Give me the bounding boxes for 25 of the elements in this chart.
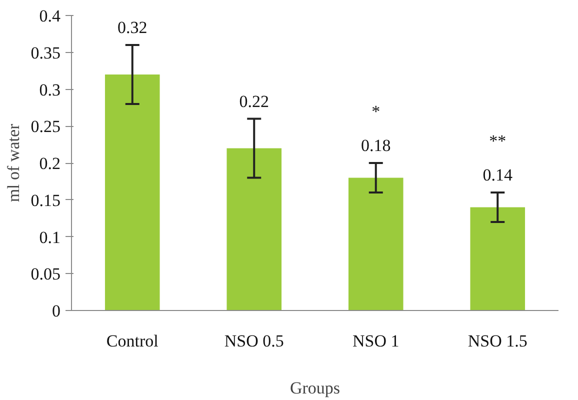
data-label: 0.18: [361, 136, 391, 155]
bar: [104, 74, 160, 310]
y-tick-label: 0: [52, 302, 60, 320]
y-tick-label: 0.3: [39, 80, 60, 100]
y-axis-title: ml of water: [4, 123, 23, 202]
annotation: *: [372, 102, 380, 121]
y-tick-label: 0.4: [39, 6, 61, 26]
bar: [470, 207, 526, 310]
y-tick-label: 0.15: [30, 190, 60, 210]
data-label: 0.32: [118, 18, 148, 37]
x-tick-label: NSO 0.5: [224, 332, 284, 350]
data-label: 0.22: [239, 92, 269, 111]
x-tick-label: NSO 1: [352, 332, 400, 350]
bar: [226, 148, 282, 310]
x-tick-label: NSO 1.5: [468, 332, 528, 350]
y-tick-label: 0.2: [39, 154, 60, 173]
bar: [348, 178, 404, 310]
x-axis-title: Groups: [290, 378, 340, 398]
annotation: **: [489, 132, 506, 150]
y-tick-label: 0.25: [30, 117, 60, 136]
y-tick-label: 0.05: [30, 264, 60, 284]
data-label: 0.14: [482, 166, 513, 184]
x-tick-label: Control: [106, 332, 159, 350]
y-tick-label: 0.35: [30, 43, 60, 62]
y-tick-label: 0.1: [39, 228, 60, 247]
